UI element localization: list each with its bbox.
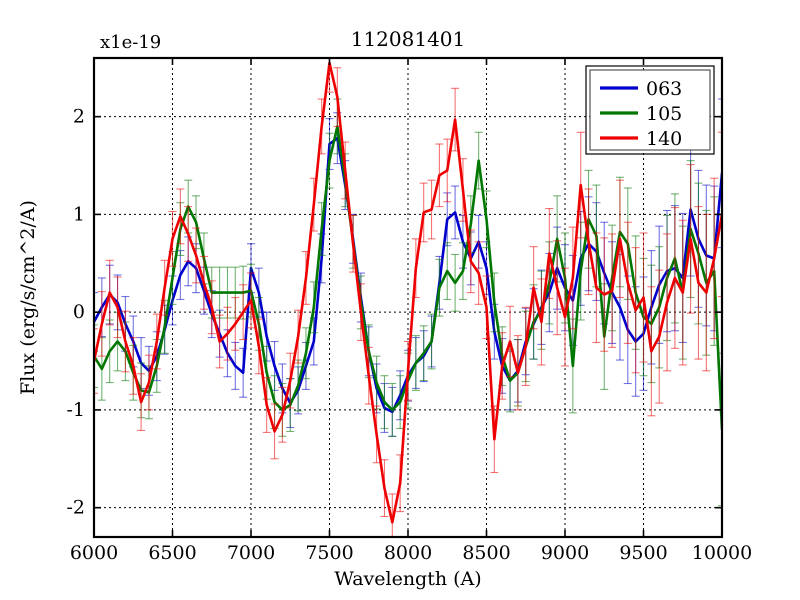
x-axis-title: Wavelength (A)	[334, 568, 481, 590]
x-tick-label: 6000	[70, 542, 118, 564]
x-tick-label: 9000	[541, 542, 589, 564]
x-tick-label: 7500	[305, 542, 353, 564]
page-title: 112081401	[351, 27, 466, 51]
data-series-layer	[94, 58, 722, 537]
y-tick-label: -2	[66, 497, 85, 519]
legend-label-140: 140	[646, 128, 682, 150]
x-tick-label: 7000	[227, 542, 275, 564]
tick-layer: 6000 6500 7000 7500 8000 8500 9000 9500 10000 -2 -…	[66, 58, 752, 564]
x-tick-label: 6500	[148, 542, 196, 564]
legend-label-105: 105	[646, 103, 682, 125]
x-tick-label: 9500	[619, 542, 667, 564]
y-tick-label: -1	[66, 399, 85, 421]
y-tick-label: 2	[73, 106, 85, 128]
y-axis-title: Flux (erg/s/cm^2/A)	[17, 200, 39, 395]
legend[interactable]: 063 105 140	[585, 65, 715, 155]
x-tick-label: 8000	[384, 542, 432, 564]
y-axis-exponent-label: x1e-19	[100, 32, 161, 53]
series-140	[94, 58, 722, 537]
legend-label-063: 063	[646, 78, 682, 100]
x-tick-label: 10000	[692, 542, 752, 564]
line-140	[94, 61, 722, 524]
y-tick-label: 0	[73, 301, 85, 323]
x-tick-label: 8500	[462, 542, 510, 564]
y-tick-label: 1	[73, 203, 85, 225]
